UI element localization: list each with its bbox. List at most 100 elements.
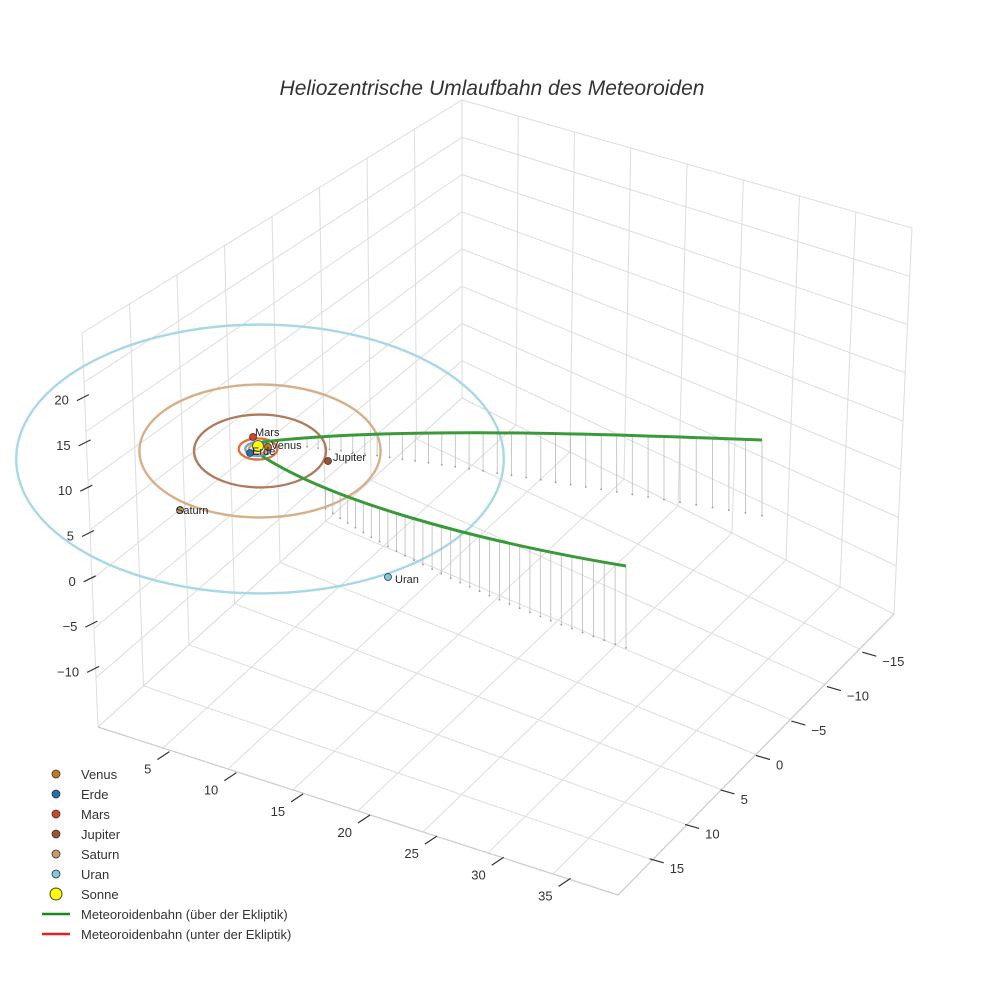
- chart-title: Heliozentrische Umlaufbahn des Meteoroid…: [280, 77, 705, 100]
- y-tick-mark: [720, 789, 735, 795]
- grid-right-wall: [461, 99, 913, 615]
- legend-label: Uran: [81, 867, 109, 882]
- drop-line-lower-branch-foot: [571, 627, 573, 630]
- drop-line-upper-branch-foot: [569, 483, 572, 486]
- drop-line-upper-branch-foot: [663, 498, 665, 501]
- planet-label-uran: Uran: [395, 574, 419, 586]
- grid-line-horizontal-right: [461, 285, 901, 470]
- legend-item: Meteoroidenbahn (unter der Ekliptik): [42, 927, 291, 942]
- planet-marker-uran: [384, 573, 392, 581]
- y-tick-label: −5: [811, 723, 826, 738]
- chart-legend: Venus Erde Mars Jupiter Saturn Uran Sonne Meteo…: [42, 767, 291, 942]
- z-tick-label: 20: [54, 393, 68, 408]
- z-tick-label: 0: [68, 574, 75, 589]
- y-tick-label: −15: [882, 654, 904, 669]
- z-axis-ticks: 20 15 10 5 0 −5 −10: [54, 393, 100, 679]
- drop-line-lower-branch-foot: [488, 594, 491, 597]
- y-tick-mark: [755, 754, 771, 761]
- planet-label-jupiter: Jupiter: [333, 452, 366, 464]
- drop-line-upper-branch-foot: [539, 478, 542, 481]
- z-tick-label: 5: [67, 529, 74, 544]
- legend-item: Venus: [51, 767, 118, 782]
- legend-label: Saturn: [81, 847, 119, 862]
- x-tick-mark: [558, 877, 571, 887]
- drop-line-upper-branch-foot: [427, 461, 430, 464]
- drop-line-lower-branch-foot: [370, 536, 373, 538]
- drop-line-upper-branch-foot: [401, 458, 404, 460]
- grid-line-floor-y: [234, 603, 722, 791]
- drop-line-upper-branch-foot: [363, 453, 366, 455]
- z-tick-mark: [80, 484, 93, 492]
- z-tick-mark: [86, 665, 100, 673]
- x-tick-label: 15: [271, 804, 285, 819]
- legend-item: Mars: [51, 807, 110, 822]
- drop-line-upper-branch-foot: [468, 467, 470, 470]
- grid-floor: [97, 397, 895, 896]
- grid-left-wall: [81, 99, 463, 728]
- grid-line-horizontal-right: [461, 136, 910, 277]
- drop-line-lower-branch-foot: [449, 577, 452, 580]
- drop-line-lower-branch-foot: [625, 647, 627, 649]
- legend-label: Jupiter: [81, 827, 121, 842]
- x-tick-label: 25: [404, 846, 418, 861]
- drop-line-upper-branch-foot: [615, 491, 618, 493]
- grid-line-horizontal-left: [87, 211, 463, 482]
- drop-line-upper-branch-foot: [761, 514, 763, 517]
- drop-line-lower-branch-foot: [498, 598, 501, 601]
- grid-line-floor-y: [143, 685, 653, 861]
- z-tick-label: 10: [58, 483, 72, 498]
- grid-line-horizontal-right: [461, 360, 897, 567]
- drop-line-lower-branch-foot: [508, 603, 511, 605]
- orbit-saturn: [138, 383, 382, 519]
- x-tick-label: 30: [471, 867, 485, 882]
- legend-label: Meteoroidenbahn (über der Ekliptik): [81, 907, 288, 922]
- legend-marker-icon: [51, 869, 61, 879]
- meteoroid-branch-lower: [261, 454, 627, 568]
- drop-line-upper-branch-foot: [340, 450, 342, 452]
- z-tick-mark: [81, 529, 95, 538]
- z-tick-mark: [85, 620, 98, 628]
- drop-line-lower-branch-foot: [354, 526, 357, 529]
- drop-line-lower-branch-foot: [592, 635, 595, 638]
- drop-line-lower-branch-foot: [413, 559, 415, 562]
- grid-line-floor-y: [325, 520, 791, 720]
- x-tick-mark: [290, 793, 304, 803]
- drop-line-lower-branch-foot: [339, 517, 341, 520]
- planet-marker-erde: [246, 449, 254, 457]
- legend-marker-icon: [51, 809, 61, 819]
- x-tick-mark: [424, 835, 438, 845]
- drop-line-lower-branch-foot: [331, 512, 334, 515]
- x-tick-mark: [223, 772, 237, 782]
- drop-line-upper-branch-foot: [510, 474, 513, 477]
- drop-line-upper-branch-foot: [744, 512, 747, 514]
- drop-line-upper-branch-foot: [454, 465, 457, 468]
- meteoroid-path: [261, 431, 763, 649]
- legend-item: Meteoroidenbahn (über der Ekliptik): [42, 907, 288, 922]
- grid-line-floor-y: [461, 397, 895, 615]
- grid-line-horizontal-left: [89, 248, 463, 531]
- z-tick-mark: [83, 575, 96, 583]
- planet-label-saturn: Saturn: [176, 505, 208, 517]
- drop-line-upper-branch-foot: [631, 493, 634, 496]
- y-tick-mark: [862, 651, 877, 657]
- x-tick-label: 20: [338, 825, 352, 840]
- drop-line-lower-branch-foot: [431, 568, 433, 571]
- drop-line-lower-branch-foot: [395, 550, 398, 552]
- x-axis-ticks: 5 10 15 20 25 30 35: [144, 751, 571, 903]
- drop-line-upper-branch-foot: [647, 496, 649, 498]
- legend-marker-icon: [51, 829, 61, 839]
- drop-line-lower-branch-foot: [549, 619, 552, 622]
- drop-line-lower-branch-foot: [422, 563, 424, 566]
- z-tick-label: 15: [56, 438, 70, 453]
- grid-line-floor-y: [279, 562, 757, 755]
- drop-line-lower-branch-foot: [362, 531, 365, 534]
- drop-line-lower-branch-foot: [324, 507, 327, 510]
- axis-grid: [81, 99, 913, 896]
- x-tick-label: 10: [204, 783, 218, 798]
- drop-line-upper-branch-foot: [306, 445, 308, 448]
- drop-line-upper-branch-foot: [388, 456, 391, 459]
- drop-line-upper-branch-foot: [328, 448, 331, 451]
- legend-item: Uran: [51, 867, 109, 882]
